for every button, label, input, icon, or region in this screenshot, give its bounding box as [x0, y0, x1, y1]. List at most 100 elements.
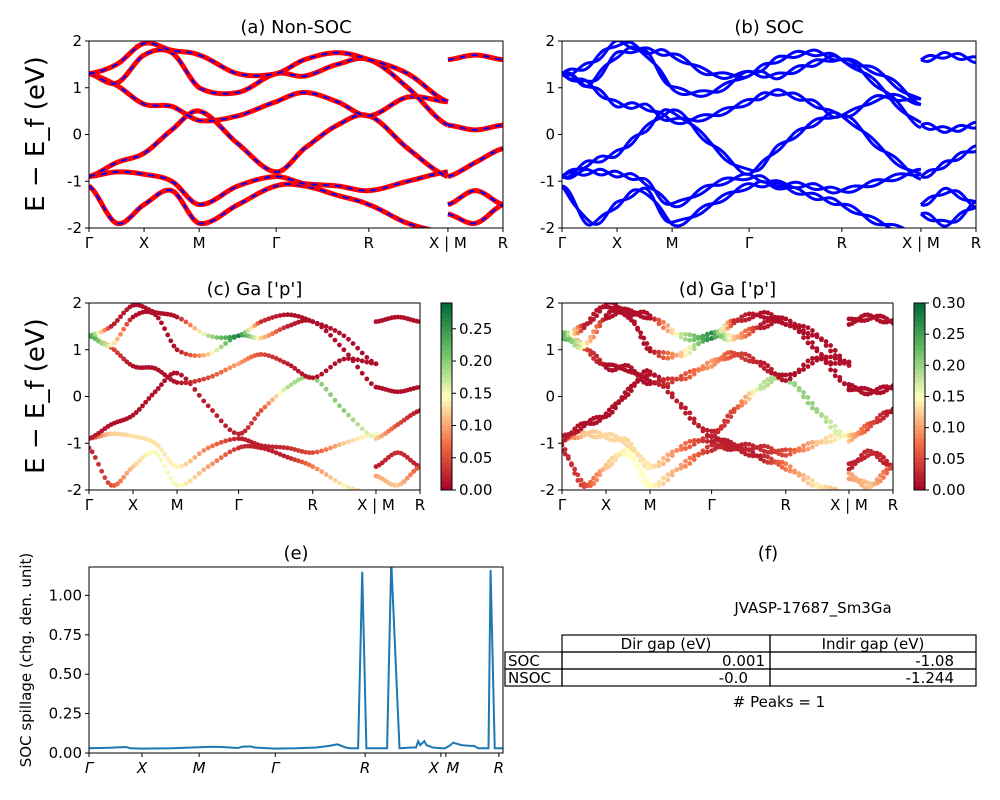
projected-point	[227, 437, 233, 443]
projected-point	[121, 310, 127, 316]
projected-point	[359, 370, 365, 376]
x-tick-label: R	[415, 496, 425, 514]
projected-point	[130, 412, 136, 418]
projected-point	[779, 377, 785, 383]
projected-point	[704, 336, 710, 342]
projected-point	[665, 457, 671, 463]
projected-point	[687, 461, 693, 466]
projected-point	[674, 331, 680, 337]
projected-point	[192, 455, 198, 460]
projected-point	[214, 371, 220, 377]
projected-point	[754, 387, 760, 393]
projected-point	[210, 443, 215, 449]
projected-point	[616, 453, 622, 459]
colorbar-segment	[441, 424, 452, 430]
projected-point	[303, 373, 308, 379]
projected-point	[765, 459, 771, 465]
band-line-soc	[562, 48, 922, 124]
projected-point	[792, 468, 798, 474]
projected-point	[746, 353, 752, 359]
projected-point	[656, 353, 662, 359]
projected-point	[871, 481, 877, 487]
projected-point	[683, 458, 688, 464]
projected-point	[214, 441, 220, 447]
projected-point	[231, 430, 237, 436]
projected-point	[792, 447, 798, 453]
projected-point	[591, 329, 596, 335]
y-tick-label: 2	[545, 32, 555, 50]
projected-point	[700, 333, 706, 339]
projected-point	[341, 356, 347, 362]
band-line-soc-overlay	[89, 72, 449, 122]
projected-point	[805, 475, 811, 480]
projected-point	[192, 379, 198, 384]
projected-point	[715, 436, 721, 442]
projected-point	[270, 448, 275, 454]
projected-point	[350, 437, 356, 443]
projected-point	[314, 374, 320, 380]
projected-point	[687, 444, 693, 450]
projected-point	[890, 386, 893, 392]
projected-point	[735, 404, 741, 410]
projected-point	[140, 455, 145, 461]
projected-point	[196, 377, 202, 383]
projected-point	[691, 333, 697, 339]
projected-point	[121, 326, 127, 332]
panel-e-y-axis-label: SOC spillage (chg. den. unit)	[17, 553, 35, 768]
projected-point	[328, 445, 333, 451]
projected-point	[743, 451, 748, 457]
projected-point	[739, 331, 745, 337]
projected-point	[578, 328, 584, 334]
projected-point	[765, 449, 771, 455]
projected-point	[281, 387, 287, 393]
projected-point	[647, 484, 653, 490]
projected-point	[341, 347, 347, 353]
projected-point	[783, 372, 789, 378]
projected-point	[814, 441, 820, 447]
projected-point	[562, 437, 568, 442]
projected-point	[761, 320, 767, 325]
projected-point	[849, 465, 855, 470]
projected-point	[292, 379, 298, 385]
colorbar-segment	[441, 373, 452, 379]
projected-point	[562, 442, 565, 448]
projected-point	[223, 367, 228, 373]
projected-point	[133, 410, 139, 415]
projected-point	[761, 443, 767, 449]
projected-point	[632, 446, 637, 452]
colorbar-segment	[914, 438, 925, 444]
projected-point	[319, 371, 325, 377]
projected-point	[837, 375, 843, 380]
projected-point	[179, 463, 184, 469]
projected-point	[578, 426, 584, 432]
x-tick-label: Γ	[707, 496, 716, 514]
panel-c: -2 -1 0 1 2 Γ X M Γ R X | M R (c) Ga ['p'] 0.00 0.05 0.…	[67, 279, 492, 514]
projected-point	[266, 447, 272, 453]
band-line-nonsoc	[447, 202, 503, 227]
projected-point	[277, 327, 283, 333]
projected-point	[674, 448, 680, 453]
x-tick-label: X | M	[357, 496, 395, 514]
projected-point	[712, 361, 718, 367]
projected-point	[660, 481, 666, 487]
x-tick-label: M	[193, 234, 206, 252]
projected-point	[581, 325, 587, 331]
projected-point	[652, 380, 657, 385]
projected-point	[270, 397, 275, 403]
projected-point	[171, 343, 177, 349]
projected-point	[665, 389, 671, 395]
colorbar-segment	[914, 480, 925, 486]
projected-point	[288, 446, 294, 451]
projected-point	[819, 438, 824, 444]
projected-point	[314, 466, 320, 472]
colorbar-tick-label: 0.30	[932, 294, 965, 312]
projected-point	[136, 407, 142, 412]
projected-point	[874, 415, 880, 421]
projected-point	[303, 449, 308, 455]
projected-point	[597, 320, 603, 325]
projected-point	[796, 329, 802, 335]
projected-point	[832, 437, 838, 443]
projected-point	[750, 443, 756, 449]
projected-point	[373, 361, 379, 367]
x-tick-label: X | M	[429, 234, 467, 252]
